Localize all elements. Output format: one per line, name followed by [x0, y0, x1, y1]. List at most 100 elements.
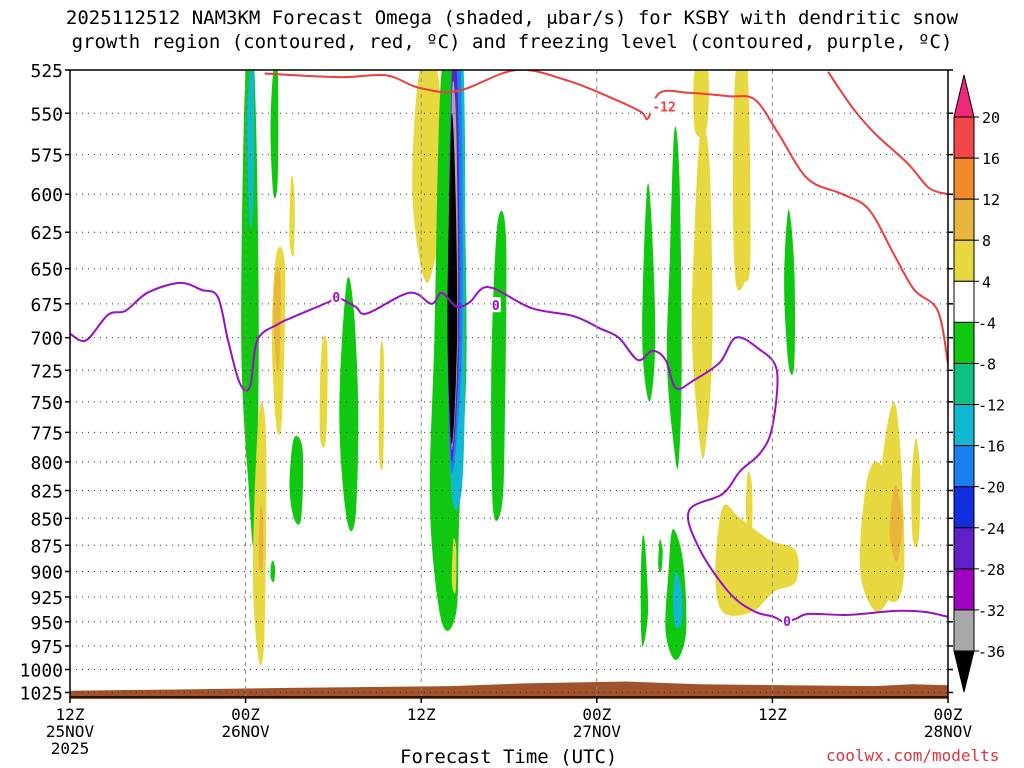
omega-region-20: [451, 538, 457, 594]
colorbar-bin: [953, 239, 975, 282]
x-tick-label: 00Z: [934, 705, 963, 724]
x-tick-label: 2025: [51, 739, 90, 758]
colorbar-label: 16: [982, 150, 1000, 168]
colorbar-bin: [953, 445, 975, 488]
x-tick-label: 00Z: [231, 705, 260, 724]
axes: 525 550 575 600 625 650 675 700 725 750 775 800 825 8…: [20, 61, 973, 758]
y-tick-label: 825: [30, 482, 63, 503]
colorbar-bin: [953, 362, 975, 406]
y-tick-label: 1025: [20, 683, 63, 704]
colorbar-label: -16: [978, 438, 1005, 456]
omega-region-2: [270, 70, 279, 199]
colorbar-bin: [953, 198, 975, 241]
colorbar-bin: [953, 609, 975, 652]
omega-region-31: [715, 504, 799, 616]
colorbar-label: 20: [982, 109, 1000, 127]
omega-region-7: [258, 504, 264, 575]
omega-region-27: [640, 535, 649, 647]
colorbar-bin: [953, 486, 975, 529]
colorbar-label: -20: [978, 479, 1005, 497]
omega-region-26: [732, 70, 751, 291]
colorbar-label: -32: [978, 602, 1005, 620]
colorbar-label: 12: [982, 191, 1000, 209]
y-tick-label: 1000: [20, 660, 63, 681]
y-tick-label: 725: [30, 361, 63, 382]
omega-region-21: [491, 210, 507, 521]
y-tick-label: 775: [30, 423, 63, 444]
plot-frame: [69, 69, 949, 698]
chart-title-line2: growth region (contoured, red, ºC) and f…: [71, 31, 953, 53]
colorbar-bin: [953, 404, 975, 447]
omega-region-5: [289, 176, 295, 257]
y-tick-label: 700: [30, 329, 63, 350]
omega-region-0: [241, 70, 259, 547]
y-tick-label: 875: [30, 536, 63, 557]
y-tick-label: 850: [30, 509, 63, 530]
omega-region-24: [693, 70, 709, 138]
colorbar-label: -4: [978, 314, 996, 332]
y-tick-label: 650: [30, 260, 63, 281]
omega-region-37: [911, 438, 921, 548]
y-tick-label: 550: [30, 104, 63, 125]
x-tick-label: 27NOV: [573, 722, 622, 741]
omega-region-19: [447, 113, 458, 445]
freezing-level-label: 0: [332, 291, 340, 306]
colorbar-label: -24: [978, 520, 1005, 538]
x-tick-label: 12Z: [407, 705, 436, 724]
colorbar-label: 4: [982, 273, 991, 291]
y-tick-label: 525: [30, 61, 63, 82]
dgz-contour-upper: [827, 71, 948, 196]
y-tick-label: 925: [30, 588, 63, 609]
grid: [70, 69, 948, 697]
credit-text: coolwx.com/modelts: [826, 746, 1000, 765]
omega-region-13: [412, 70, 444, 283]
dgz-contour: [264, 70, 948, 365]
x-axis-title: Forecast Time (UTC): [400, 746, 618, 768]
freezing-level-label: 0: [783, 615, 791, 630]
colorbar-label: -12: [978, 397, 1005, 415]
y-tick-label: 675: [30, 295, 63, 316]
colorbar-label: -8: [978, 355, 996, 373]
y-tick-label: 950: [30, 613, 63, 634]
dgz-label: -12: [652, 100, 675, 115]
x-tick-label: 00Z: [582, 705, 611, 724]
colorbar-bin: [953, 116, 975, 159]
omega-region-25: [691, 125, 713, 459]
omega-region-32: [745, 471, 753, 532]
x-tick-label: 26NOV: [222, 722, 271, 741]
x-tick-label: 25NOV: [46, 722, 95, 741]
colorbar-under-arrow: [953, 650, 975, 693]
omega-region-30: [658, 539, 663, 573]
colorbar-over-arrow: [953, 74, 975, 118]
omega-region-8: [289, 435, 304, 525]
omega-region-10: [319, 335, 328, 448]
colorbar-bin: [953, 157, 975, 200]
freezing-level-label: 0: [492, 299, 500, 314]
x-tick-label: 12Z: [56, 705, 85, 724]
colorbar-bin: [953, 321, 975, 364]
terrain: [70, 681, 948, 699]
colorbar-label: -36: [978, 643, 1005, 661]
y-tick-label: 975: [30, 637, 63, 658]
colorbar-label: -28: [978, 561, 1005, 579]
omega-region-29: [672, 571, 683, 629]
x-tick-label: 28NOV: [924, 722, 973, 741]
omega-region-9: [270, 560, 276, 583]
y-tick-label: 800: [30, 453, 63, 474]
plot-area: -12 0 0 0: [70, 69, 948, 699]
colorbar: 20 16 12 8 4 -4 -8 -12 -16 -20 -24 -28 -32 -36: [953, 74, 1005, 693]
omega-region-22: [642, 183, 656, 402]
omega-region-12: [378, 341, 385, 470]
colorbar-bin: [953, 527, 975, 570]
x-tick-label: 12Z: [758, 705, 787, 724]
omega-region-36: [889, 484, 903, 563]
omega-region-1: [247, 70, 255, 229]
y-tick-label: 900: [30, 562, 63, 583]
y-tick-label: 575: [30, 146, 63, 167]
chart-title-line1: 2025112512 NAM3KM Forecast Omega (shaded…: [65, 7, 959, 29]
omega-region-33: [784, 209, 796, 375]
omega-region-11: [339, 276, 359, 532]
omega-region-4: [273, 266, 281, 373]
y-tick-label: 625: [30, 223, 63, 244]
